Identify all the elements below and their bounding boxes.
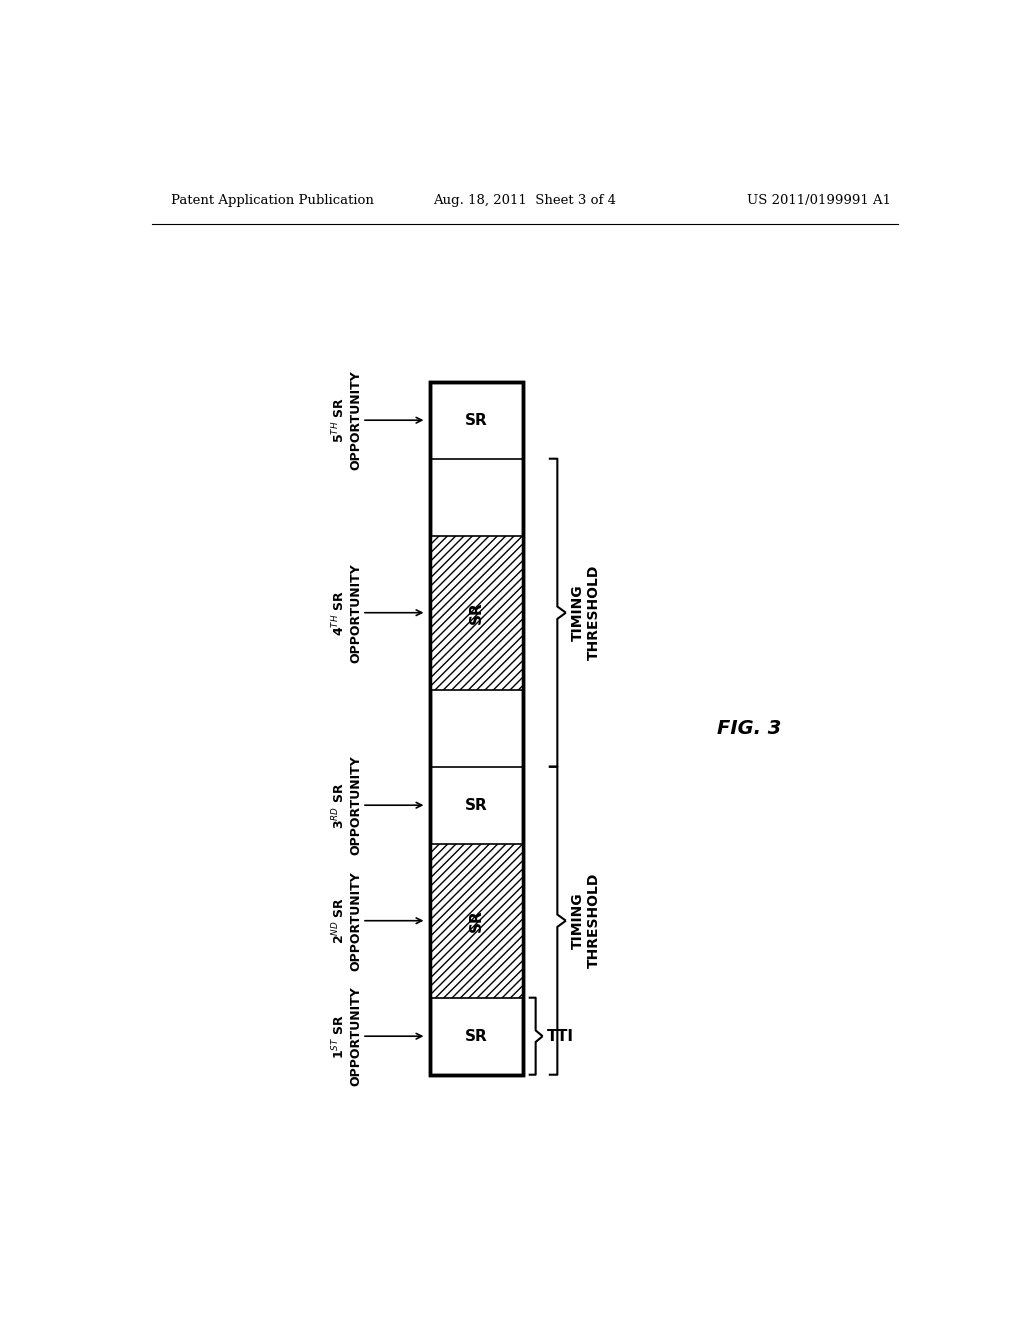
- Text: 1$^{ST}$ SR
OPPORTUNITY: 1$^{ST}$ SR OPPORTUNITY: [331, 986, 362, 1086]
- Text: SR: SR: [465, 1028, 488, 1044]
- Text: SR: SR: [469, 602, 484, 624]
- Text: FIG. 3: FIG. 3: [717, 718, 781, 738]
- Text: 5$^{TH}$ SR
OPPORTUNITY: 5$^{TH}$ SR OPPORTUNITY: [331, 371, 362, 470]
- Text: SR: SR: [469, 909, 484, 932]
- Text: TIMING
THRESHOLD: TIMING THRESHOLD: [570, 873, 601, 969]
- Text: TTI: TTI: [547, 1028, 574, 1044]
- Text: Aug. 18, 2011  Sheet 3 of 4: Aug. 18, 2011 Sheet 3 of 4: [433, 194, 616, 207]
- Text: Patent Application Publication: Patent Application Publication: [171, 194, 374, 207]
- Text: 2$^{ND}$ SR
OPPORTUNITY: 2$^{ND}$ SR OPPORTUNITY: [331, 871, 362, 970]
- Bar: [430, 381, 523, 1074]
- Text: SR: SR: [465, 797, 488, 813]
- Bar: [430, 843, 523, 998]
- Bar: [430, 381, 523, 1074]
- Text: US 2011/0199991 A1: US 2011/0199991 A1: [746, 194, 891, 207]
- Text: 4$^{TH}$ SR
OPPORTUNITY: 4$^{TH}$ SR OPPORTUNITY: [331, 562, 362, 663]
- Text: 3$^{RD}$ SR
OPPORTUNITY: 3$^{RD}$ SR OPPORTUNITY: [331, 755, 362, 855]
- Text: SR: SR: [465, 413, 488, 428]
- Bar: [430, 536, 523, 689]
- Text: TIMING
THRESHOLD: TIMING THRESHOLD: [570, 565, 601, 660]
